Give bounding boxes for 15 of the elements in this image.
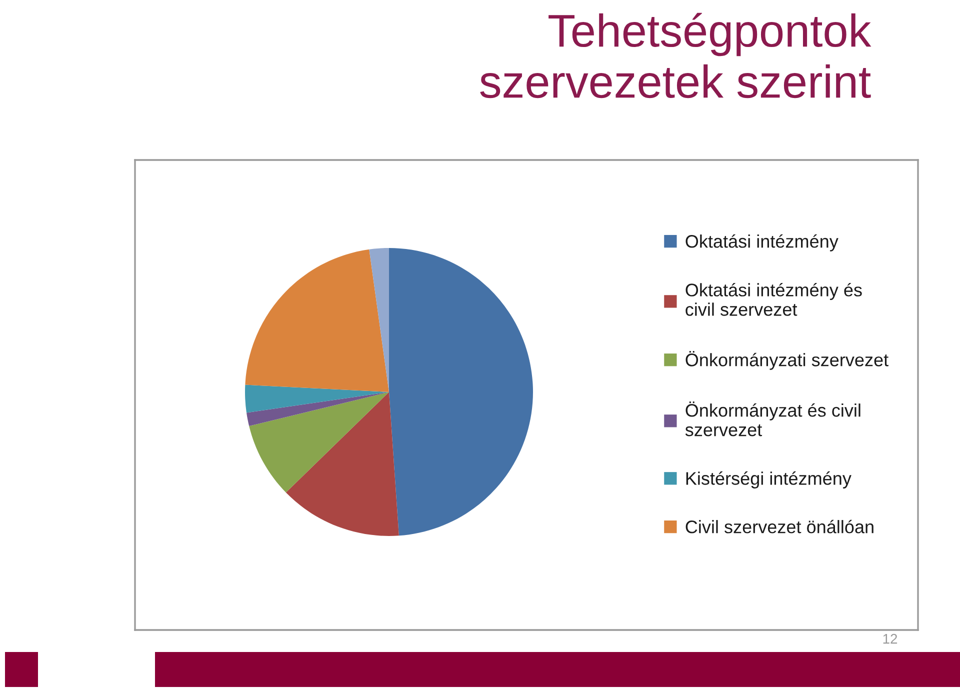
pie-slice bbox=[245, 384, 389, 413]
legend-label: Oktatási intézmény bbox=[686, 234, 838, 252]
pie-slice bbox=[245, 249, 389, 392]
pie-slice bbox=[249, 392, 389, 493]
pie-slice bbox=[389, 248, 533, 536]
legend-label: Kistérségi intézmény bbox=[686, 471, 852, 488]
chart-title: Tehetségpontok szervezetek szerint bbox=[480, 12, 872, 98]
legend-label: Önkormányzat és civil szervezet bbox=[685, 402, 860, 436]
pie-slice bbox=[286, 392, 399, 536]
pie-slice bbox=[369, 248, 389, 392]
legend-label: Oktatási intézmény és civil szervezet bbox=[686, 282, 862, 316]
pie-slice bbox=[246, 392, 389, 426]
legend-label: Civil szervezet önállóan bbox=[686, 520, 874, 534]
legend-label: Önkormányzati szervezet bbox=[686, 351, 888, 370]
text: 12 bbox=[883, 634, 898, 644]
